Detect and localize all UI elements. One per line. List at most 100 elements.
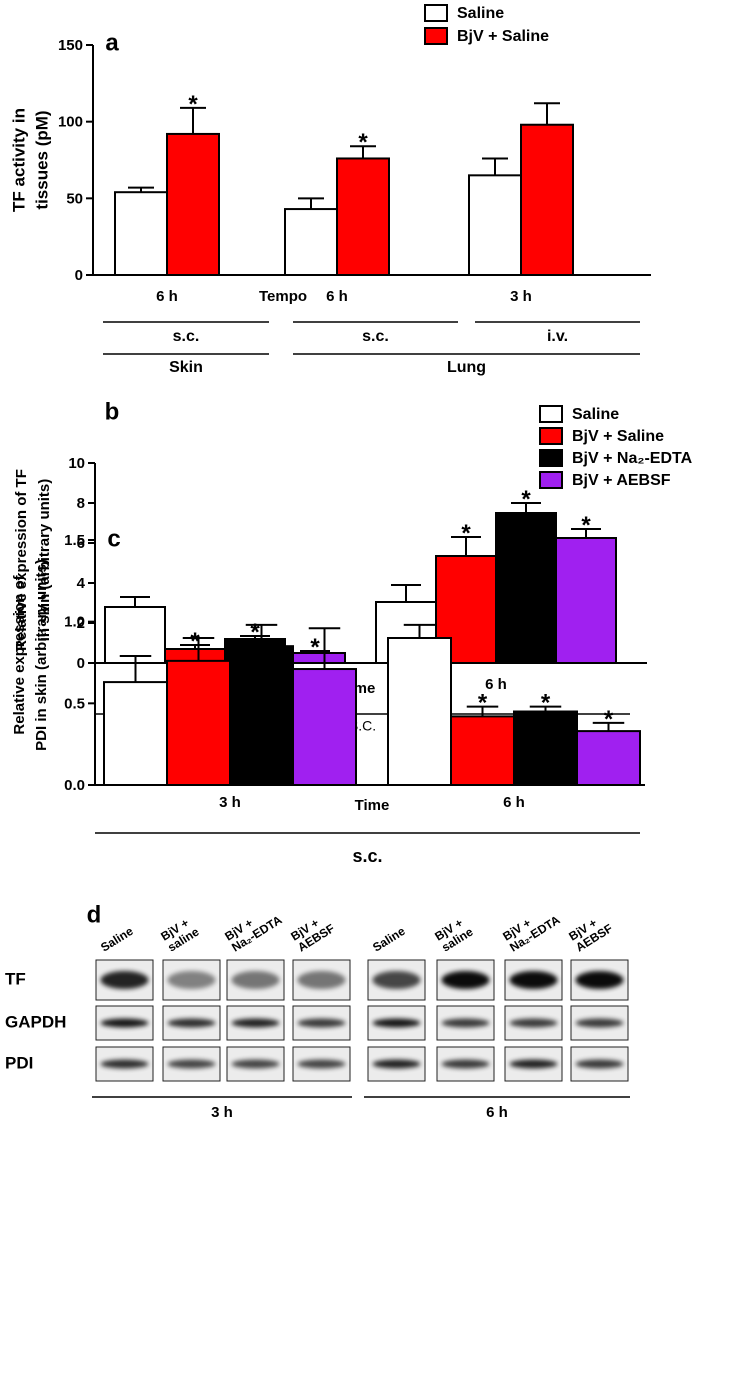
panel-label: b bbox=[105, 398, 120, 425]
legend-label: BjV + Saline bbox=[457, 28, 549, 45]
significance-marker: * bbox=[581, 512, 591, 539]
bar bbox=[468, 174, 522, 276]
y-tick-label: 150 bbox=[58, 37, 83, 54]
y-tick-label: 6 bbox=[77, 535, 85, 552]
blot-band bbox=[100, 1018, 149, 1028]
group-label: s.c. bbox=[173, 328, 200, 345]
set-label: 3 h bbox=[211, 1104, 233, 1121]
x-tick-label: 3 h bbox=[219, 794, 241, 811]
blot-band bbox=[441, 1018, 490, 1028]
row-label: GAPDH bbox=[5, 1012, 66, 1031]
lane-header: BjV +AEBSF bbox=[288, 916, 337, 955]
bar bbox=[292, 668, 357, 786]
row-label: PDI bbox=[5, 1053, 33, 1072]
y-axis-label: in skin (arbitrary units) bbox=[36, 479, 53, 642]
y-tick-label: 1.0 bbox=[64, 614, 85, 631]
error-bar bbox=[391, 584, 421, 602]
error-bar bbox=[120, 596, 150, 607]
lane-label: Saline bbox=[370, 924, 408, 955]
panel-label: d bbox=[87, 901, 102, 928]
y-tick-label: 0 bbox=[77, 655, 85, 672]
legend-swatch bbox=[539, 405, 563, 423]
blot-band bbox=[509, 1018, 558, 1028]
legend-swatch bbox=[539, 471, 563, 489]
bar bbox=[555, 537, 617, 664]
error-bar bbox=[308, 627, 341, 670]
significance-marker: * bbox=[310, 634, 320, 661]
significance-marker: * bbox=[188, 91, 198, 118]
blot-band bbox=[167, 1059, 216, 1069]
legend-label: Saline bbox=[572, 406, 619, 423]
blot-band bbox=[231, 971, 280, 989]
x-axis-label: Tempo bbox=[259, 288, 307, 305]
lane-header: BjV +AEBSF bbox=[566, 916, 615, 955]
blot-band bbox=[167, 1018, 216, 1028]
bar bbox=[114, 191, 168, 276]
bar bbox=[387, 637, 452, 786]
significance-marker: * bbox=[190, 628, 200, 655]
y-tick-label: 0.5 bbox=[64, 695, 85, 712]
significance-marker: * bbox=[521, 486, 531, 513]
error-bar bbox=[350, 145, 376, 159]
significance-marker: * bbox=[250, 619, 260, 646]
panel-label: c bbox=[107, 525, 120, 552]
y-axis-label: TF activity in bbox=[9, 108, 28, 212]
error-bar bbox=[245, 623, 278, 647]
legend-swatch bbox=[424, 4, 448, 22]
blot-band bbox=[100, 971, 149, 989]
blot-band bbox=[372, 1059, 421, 1069]
blot-band bbox=[441, 1059, 490, 1069]
lane-header: Saline bbox=[370, 924, 408, 955]
y-tick-label: 0 bbox=[75, 267, 83, 284]
y-tick-label: 4 bbox=[77, 575, 86, 592]
group-label: s.c. bbox=[362, 328, 389, 345]
y-tick-label: 0.0 bbox=[64, 777, 85, 794]
bar bbox=[336, 157, 390, 276]
y-tick-label: 2 bbox=[77, 615, 85, 632]
legend-label: BjV + Saline bbox=[572, 428, 664, 445]
blot-band bbox=[575, 1059, 624, 1069]
bar bbox=[576, 730, 641, 786]
bar bbox=[166, 132, 220, 276]
significance-marker: * bbox=[461, 520, 471, 547]
significance-marker: * bbox=[541, 690, 551, 717]
y-axis-label: PDI in skin (arbitrary units) bbox=[33, 559, 50, 751]
row-label: TF bbox=[5, 969, 26, 988]
y-axis-label: Relative expression of bbox=[11, 574, 28, 734]
blot-band bbox=[231, 1059, 280, 1069]
bar bbox=[495, 512, 557, 664]
blot-band bbox=[372, 1018, 421, 1028]
group-label: i.v. bbox=[547, 328, 568, 345]
y-axis-label: Relative expression of TF bbox=[13, 469, 30, 651]
set-label: 6 h bbox=[486, 1104, 508, 1121]
lane-label: Saline bbox=[98, 924, 136, 955]
significance-marker: * bbox=[478, 690, 488, 717]
blot-band bbox=[297, 971, 346, 989]
bar bbox=[450, 715, 515, 787]
error-bar bbox=[180, 106, 206, 134]
lane-header: Saline bbox=[98, 924, 136, 955]
y-tick-label: 50 bbox=[66, 190, 83, 207]
y-tick-label: 1.5 bbox=[64, 532, 85, 549]
y-axis-label: tissues (pM) bbox=[32, 110, 51, 209]
blot-band bbox=[231, 1018, 280, 1028]
legend-label: BjV + AEBSF bbox=[572, 472, 671, 489]
error-bar bbox=[182, 637, 215, 661]
bar bbox=[284, 208, 338, 276]
blot-band bbox=[509, 1059, 558, 1069]
x-tick-label: 6 h bbox=[485, 676, 507, 693]
blot-band bbox=[167, 971, 216, 989]
panel-label: a bbox=[105, 29, 119, 56]
lane-header: BjV +saline bbox=[158, 916, 201, 955]
error-bar bbox=[451, 536, 481, 556]
significance-marker: * bbox=[358, 129, 368, 156]
x-tick-label: 3 h bbox=[510, 288, 532, 305]
legend-label: BjV + Na₂-EDTA bbox=[572, 450, 693, 467]
blot-band bbox=[100, 1059, 149, 1069]
lane-header: BjV +Na₂-EDTA bbox=[222, 913, 284, 955]
group-label: Skin bbox=[169, 359, 203, 376]
error-bar bbox=[482, 157, 508, 176]
bar bbox=[229, 645, 294, 787]
x-tick-label: 6 h bbox=[156, 288, 178, 305]
error-bar bbox=[119, 654, 152, 683]
